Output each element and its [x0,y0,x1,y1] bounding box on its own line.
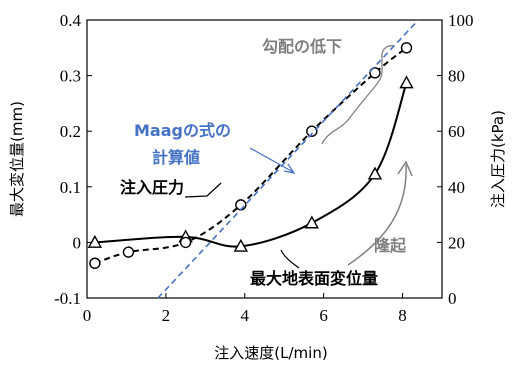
pressure-point [89,257,101,269]
y-right-tick-label: 80 [448,67,465,86]
plot-frame [86,19,443,299]
x-tick-label: 4 [241,306,250,325]
x-tick-label: 2 [162,306,171,325]
series-layer [87,19,419,299]
displacement-point [367,166,383,180]
y-right-tick-label: 40 [448,178,465,197]
y-right-tick-label: 100 [448,11,474,30]
pressure-point [122,246,135,258]
y-left-tick-label: 0.4 [60,11,82,30]
y-right-tick-label: 0 [448,289,457,308]
series-line-2 [157,19,419,299]
displacement-point [399,75,414,89]
y-right-tick-label: 20 [448,233,465,252]
y-left-tick-label: 0.2 [60,122,81,141]
x-tick-label: 8 [398,306,407,325]
displacement-point [304,215,320,229]
heave-arrowhead [397,160,413,177]
maag-arrow [249,147,294,173]
displacement-point [87,234,103,248]
displacement-leader [280,249,300,269]
y-left-tick-label: 0.1 [60,178,81,197]
heave-arrow [347,164,407,266]
series-line-0 [94,82,408,248]
x-tick-label: 0 [83,306,92,325]
pressure-point [369,67,381,79]
y-left-tick-label: 0 [73,233,82,252]
pressure-label: 注入圧力 [120,178,184,197]
x-tick-label: 6 [319,306,328,325]
gradient-bracket [321,45,395,145]
pressure-leader [184,182,222,198]
y-left-axis-label: 最大変位量(mm) [8,101,26,217]
pressure-point [179,236,192,249]
y-right-axis-label: 注入圧力(kPa) [489,110,507,208]
annotation-graphics [184,45,413,269]
maag-arrowhead [283,163,296,174]
gradient-label: 勾配の低下 [262,37,342,56]
maag-label-line2: 計算値 [152,148,200,167]
y-right-tick-label: 60 [448,122,465,141]
pressure-point [400,42,413,54]
y-left-tick-label: 0.3 [60,67,81,86]
pressure-point [235,199,247,211]
x-axis-label: 注入速度(L/min) [214,344,327,362]
displacement-point [233,238,249,252]
series-line-1 [94,47,408,265]
y-left-tick-label: -0.1 [54,289,81,308]
pressure-point [306,125,318,137]
maag-label-line1: Maagの式の [134,121,231,140]
heave-label: 隆起 [374,236,407,255]
displacement-label: 最大地表面変位量 [250,269,378,288]
